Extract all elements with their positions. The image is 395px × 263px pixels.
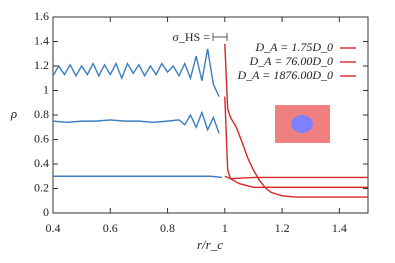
series-line bbox=[53, 175, 223, 179]
y-tick-label: 0.4 bbox=[34, 156, 49, 170]
series-line bbox=[224, 175, 368, 180]
y-tick-label: 0.6 bbox=[34, 131, 49, 145]
x-tick-label: 1.2 bbox=[275, 221, 290, 235]
y-tick-label: 0.8 bbox=[34, 107, 49, 121]
series-line bbox=[52, 48, 220, 97]
annotation: σ_HS = bbox=[172, 30, 210, 44]
series-line bbox=[224, 43, 368, 198]
x-tick-label: 1 bbox=[222, 221, 228, 235]
series-line bbox=[52, 110, 220, 134]
legend-label: D_A = 76.00D_0 bbox=[248, 54, 333, 68]
y-tick-label: 1.4 bbox=[34, 33, 49, 47]
series-line bbox=[224, 96, 368, 188]
y-tick-label: 0 bbox=[43, 205, 49, 219]
y-tick-label: 1 bbox=[43, 82, 49, 96]
inset-particle bbox=[291, 115, 313, 133]
x-tick-label: 0.4 bbox=[46, 221, 61, 235]
x-tick-label: 0.8 bbox=[160, 221, 175, 235]
legend-label: D_A = 1.75D_0 bbox=[254, 40, 333, 54]
legend-label: D_A = 1876.00D_0 bbox=[236, 68, 333, 82]
y-tick-label: 1.2 bbox=[34, 58, 49, 72]
bracket bbox=[212, 33, 228, 41]
y-axis-label: ρ bbox=[10, 106, 17, 121]
y-tick-label: 1.6 bbox=[34, 9, 49, 23]
x-tick-label: 1.4 bbox=[332, 221, 347, 235]
x-tick-label: 0.6 bbox=[103, 221, 118, 235]
x-axis-label: r/r_c bbox=[197, 237, 223, 252]
y-tick-label: 0.2 bbox=[34, 180, 49, 194]
